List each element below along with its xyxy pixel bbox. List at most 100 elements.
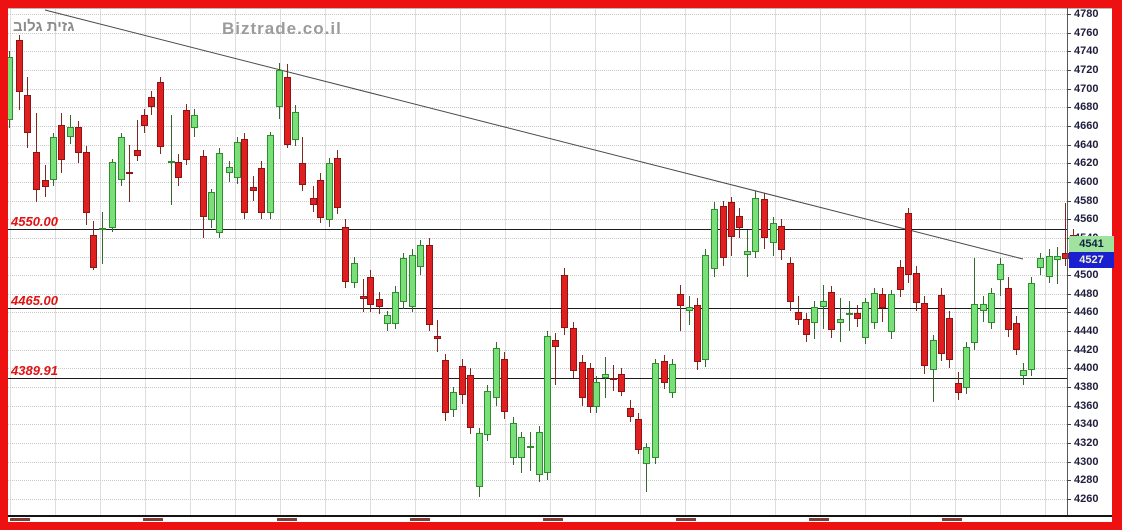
frame-left-border (0, 0, 8, 530)
candle-wick (1057, 247, 1058, 285)
axis-tick (1067, 331, 1071, 332)
candle-body (778, 225, 785, 250)
candle-body (334, 157, 341, 208)
axis-tick (1067, 368, 1071, 369)
candle-body (157, 82, 164, 148)
candle-wick (798, 295, 799, 326)
candle-body (1037, 258, 1044, 268)
candle-body (1054, 255, 1061, 261)
candle-body (579, 361, 586, 399)
candle-body (1062, 252, 1069, 260)
price-marker-high-badge: 4541 (1069, 236, 1114, 252)
candle-body (400, 258, 407, 303)
axis-tick-label: 4440 (1074, 325, 1099, 337)
candle-body (930, 340, 937, 371)
candle-body (837, 319, 844, 323)
horizontal-gridline (8, 368, 1067, 369)
candle-body (803, 319, 810, 335)
candle-body (450, 391, 457, 411)
candle-body (963, 347, 970, 388)
candle-body (276, 70, 283, 108)
candle-body (635, 418, 642, 450)
axis-tick-label: 4640 (1074, 139, 1099, 151)
candle-body (299, 163, 306, 185)
axis-tick-label: 4740 (1074, 45, 1099, 57)
date-label-mark (543, 518, 563, 521)
candle-body (376, 299, 383, 307)
candle-body (442, 360, 449, 414)
price-axis-line (1067, 8, 1068, 517)
date-label-mark (942, 518, 962, 521)
axis-tick-label: 4660 (1074, 120, 1099, 132)
candle-body (292, 111, 299, 140)
horizontal-gridline (8, 331, 1067, 332)
candle-body (367, 277, 374, 305)
axis-tick-label: 4420 (1074, 344, 1099, 356)
vertical-gridline (595, 9, 596, 515)
candle-body (75, 126, 82, 153)
candle-body (862, 302, 869, 338)
candle-wick (437, 319, 438, 352)
candle-body (109, 162, 116, 228)
candle-wick (974, 258, 975, 350)
horizontal-gridline (8, 257, 1067, 258)
vertical-gridline (235, 9, 236, 515)
vertical-gridline (100, 9, 101, 515)
level-line (8, 308, 1067, 309)
axis-tick (1067, 294, 1071, 295)
candle-body (1005, 288, 1012, 331)
horizontal-gridline (8, 312, 1067, 313)
candle-body (980, 304, 987, 311)
axis-tick-label: 4620 (1074, 157, 1099, 169)
vertical-gridline (460, 9, 461, 515)
candle-body (175, 162, 182, 179)
axis-tick (1067, 126, 1071, 127)
candle-body (610, 377, 617, 380)
candle-body (33, 152, 40, 191)
candle-body (997, 264, 1004, 280)
candle-body (99, 227, 106, 230)
frame-right-border (1112, 0, 1122, 530)
horizontal-gridline (8, 182, 1067, 183)
frame-top-border (0, 0, 1122, 8)
candle-body (744, 250, 751, 255)
horizontal-gridline (8, 163, 1067, 164)
axis-tick (1067, 107, 1071, 108)
candle-body (711, 208, 718, 270)
candle-body (317, 180, 324, 219)
vertical-gridline (10, 9, 11, 515)
level-label-4389: 4389.91 (11, 363, 58, 378)
candle-body (326, 163, 333, 221)
axis-tick-label: 4560 (1074, 213, 1099, 225)
candle-body (168, 161, 175, 164)
horizontal-gridline (8, 51, 1067, 52)
candle-body (484, 390, 491, 435)
candle-body (570, 328, 577, 372)
axis-tick-label: 4760 (1074, 27, 1099, 39)
candle-body (561, 275, 568, 329)
candle-wick (555, 333, 556, 386)
level-line (8, 229, 1067, 230)
candle-body (752, 197, 759, 252)
candle-body (342, 226, 349, 282)
candle-body (493, 347, 500, 399)
candle-body (434, 335, 441, 340)
vertical-gridline (325, 9, 326, 515)
candle-body (16, 40, 23, 93)
candle-body (384, 315, 391, 324)
candle-body (234, 141, 241, 179)
axis-tick (1067, 163, 1071, 164)
horizontal-gridline (8, 126, 1067, 127)
candle-body (828, 291, 835, 331)
candle-wick (646, 443, 647, 492)
candle-body (761, 198, 768, 238)
axis-tick-label: 4360 (1074, 400, 1099, 412)
axis-tick (1067, 424, 1071, 425)
date-label-mark (809, 518, 829, 521)
candle-body (510, 422, 517, 458)
candle-body (686, 306, 693, 311)
axis-tick (1067, 219, 1071, 220)
candle-body (216, 153, 223, 234)
candle-body (241, 139, 248, 213)
